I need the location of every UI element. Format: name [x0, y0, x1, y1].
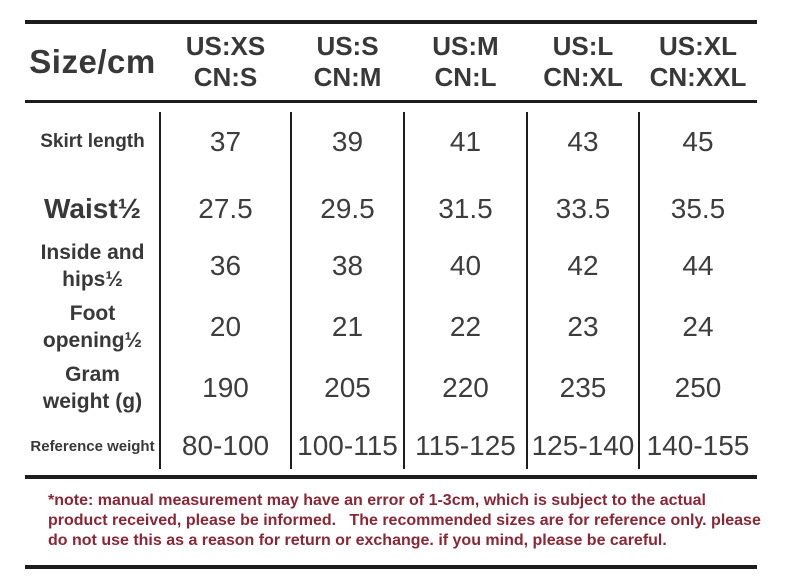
table-body: Skirt length 37 39 41 43 45 Waist½ 27.5 … — [25, 103, 757, 479]
value-cell: 23 — [567, 310, 599, 342]
value-cell: 24 — [682, 310, 714, 342]
table-corner-header: Size/cm — [29, 43, 156, 80]
value-cell: 100-115 — [297, 430, 398, 461]
column-header-us-s: US:S CN:M — [313, 31, 382, 92]
value-cell: 40 — [449, 250, 482, 281]
value-cell: 22 — [449, 310, 482, 342]
column-divider — [290, 112, 292, 469]
column-header-us-m: US:M CN:L — [432, 31, 499, 92]
value-cell: 220 — [442, 371, 489, 403]
row-label: Inside and hips½ — [40, 241, 145, 291]
value-cell: 38 — [331, 250, 364, 281]
table-row-gram-weight: Gram weight (g) 190 205 220 235 250 — [25, 358, 757, 417]
value-cell: 21 — [331, 310, 364, 342]
value-cell: 33.5 — [555, 192, 611, 224]
column-header-us-l: US:L CN:XL — [543, 31, 623, 92]
column-header-us-xs: US:XS CN:S — [185, 31, 266, 92]
size-chart-table: Size/cm US:XS CN:S US:S CN:M US:M CN:L U… — [25, 20, 757, 479]
column-header-us-xl: US:XL CN:XXL — [649, 31, 747, 92]
table-row-waist: Waist½ 27.5 29.5 31.5 33.5 35.5 — [25, 180, 757, 237]
value-cell: 42 — [567, 250, 599, 281]
value-cell: 205 — [324, 371, 371, 403]
row-label: Skirt length — [40, 130, 145, 152]
value-cell: 43 — [567, 125, 599, 157]
row-label: Reference weight — [30, 437, 155, 455]
value-cell: 235 — [559, 371, 607, 403]
bottom-divider-line — [25, 565, 757, 569]
column-divider — [526, 112, 528, 469]
measurement-note: *note: manual measurement may have an er… — [48, 491, 761, 551]
value-cell: 39 — [331, 125, 364, 157]
value-cell: 250 — [674, 371, 722, 403]
value-cell: 31.5 — [438, 192, 493, 224]
note-line: *note: manual measurement may have an er… — [48, 492, 706, 509]
row-label: Foot opening½ — [42, 301, 143, 352]
value-cell: 115-125 — [415, 430, 516, 461]
value-cell: 35.5 — [670, 192, 726, 224]
row-label: Gram weight (g) — [42, 362, 143, 413]
value-cell: 36 — [209, 250, 242, 281]
table-row-skirt-length: Skirt length 37 39 41 43 45 — [25, 103, 757, 180]
row-label: Waist½ — [44, 192, 141, 224]
note-line: do not use this as a reason for return o… — [48, 532, 667, 549]
table-row-foot-opening: Foot opening½ 20 21 22 23 24 — [25, 295, 757, 358]
value-cell: 80-100 — [181, 430, 270, 461]
value-cell: 41 — [449, 125, 482, 157]
note-line: product received, please be informed. Th… — [48, 512, 761, 529]
table-row-reference-weight: Reference weight 80-100 100-115 115-125 … — [25, 417, 757, 475]
value-cell: 44 — [682, 250, 714, 281]
value-cell: 20 — [209, 310, 242, 342]
table-header-row: Size/cm US:XS CN:S US:S CN:M US:M CN:L U… — [25, 20, 757, 103]
value-cell: 190 — [202, 371, 249, 403]
value-cell: 45 — [682, 125, 714, 157]
table-row-inside-and-hips: Inside and hips½ 36 38 40 42 44 — [25, 237, 757, 295]
value-cell: 125-140 — [531, 430, 635, 461]
column-divider — [403, 112, 405, 469]
column-divider — [159, 112, 161, 469]
value-cell: 29.5 — [320, 192, 375, 224]
value-cell: 27.5 — [198, 192, 253, 224]
value-cell: 37 — [209, 125, 242, 157]
value-cell: 140-155 — [646, 430, 750, 461]
column-divider — [638, 112, 640, 469]
